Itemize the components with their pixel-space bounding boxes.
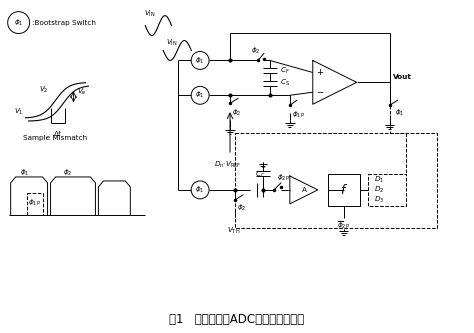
Bar bbox=[235, 133, 438, 228]
Text: $\overline{\phi}_{\rm 2P}$: $\overline{\phi}_{\rm 2P}$ bbox=[337, 219, 350, 231]
Text: $\phi_1$: $\phi_1$ bbox=[195, 185, 205, 195]
Text: −: − bbox=[316, 88, 323, 97]
Text: $D_2$: $D_2$ bbox=[374, 185, 384, 195]
Text: $\Delta t$: $\Delta t$ bbox=[53, 128, 63, 138]
Text: $V_{\rm IN}$: $V_{\rm IN}$ bbox=[145, 9, 156, 19]
Text: $V_{\rm IN}$: $V_{\rm IN}$ bbox=[166, 37, 178, 48]
Text: $f$: $f$ bbox=[340, 183, 347, 197]
Text: $\phi_{\rm 2P}$: $\phi_{\rm 2P}$ bbox=[277, 173, 290, 183]
Text: $C_{\rm C}$: $C_{\rm C}$ bbox=[255, 170, 265, 180]
Text: 图1   传统流水线ADC的第一级结构图: 图1 传统流水线ADC的第一级结构图 bbox=[169, 313, 305, 326]
Text: $D_{\rm n}{\cdot}V_{\rm REF}$: $D_{\rm n}{\cdot}V_{\rm REF}$ bbox=[214, 160, 242, 170]
Text: $V_2$: $V_2$ bbox=[38, 85, 48, 96]
Text: $C_{\rm S}$: $C_{\rm S}$ bbox=[280, 78, 290, 89]
Text: $V_e$: $V_e$ bbox=[77, 87, 87, 98]
Text: $\phi_1$: $\phi_1$ bbox=[14, 18, 23, 28]
Text: $D_1$: $D_1$ bbox=[374, 174, 384, 185]
Text: Sample Mismatch: Sample Mismatch bbox=[24, 135, 88, 141]
Text: $V_1$: $V_1$ bbox=[14, 107, 23, 117]
Text: $\phi_2$: $\phi_2$ bbox=[63, 168, 72, 178]
Text: $\phi_2$: $\phi_2$ bbox=[237, 203, 246, 213]
Text: $\phi_1$: $\phi_1$ bbox=[195, 90, 205, 100]
Text: $\phi_2$: $\phi_2$ bbox=[251, 45, 261, 56]
Text: +: + bbox=[316, 68, 323, 77]
Text: :Bootstrap Switch: :Bootstrap Switch bbox=[32, 20, 95, 26]
Bar bbox=[328, 174, 360, 206]
Text: $\phi_1$: $\phi_1$ bbox=[195, 55, 205, 66]
Text: $\phi_1$: $\phi_1$ bbox=[20, 168, 29, 178]
Text: $\phi_2$: $\phi_2$ bbox=[232, 108, 241, 118]
Bar bbox=[368, 174, 405, 206]
Text: $C_{\rm F}$: $C_{\rm F}$ bbox=[280, 65, 290, 76]
Text: $\phi_{\rm 1P}$: $\phi_{\rm 1P}$ bbox=[28, 198, 41, 208]
Text: $D_3$: $D_3$ bbox=[374, 195, 384, 205]
Text: Vout: Vout bbox=[392, 74, 411, 80]
Text: $\phi_1$: $\phi_1$ bbox=[394, 108, 404, 118]
Text: A: A bbox=[302, 187, 307, 193]
Text: $\phi_{\rm 1P}$: $\phi_{\rm 1P}$ bbox=[292, 110, 305, 120]
Text: $V_{\rm TH}$: $V_{\rm TH}$ bbox=[228, 226, 241, 236]
